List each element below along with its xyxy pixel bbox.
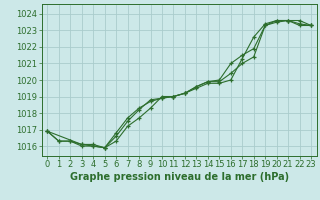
X-axis label: Graphe pression niveau de la mer (hPa): Graphe pression niveau de la mer (hPa) [70,172,289,182]
